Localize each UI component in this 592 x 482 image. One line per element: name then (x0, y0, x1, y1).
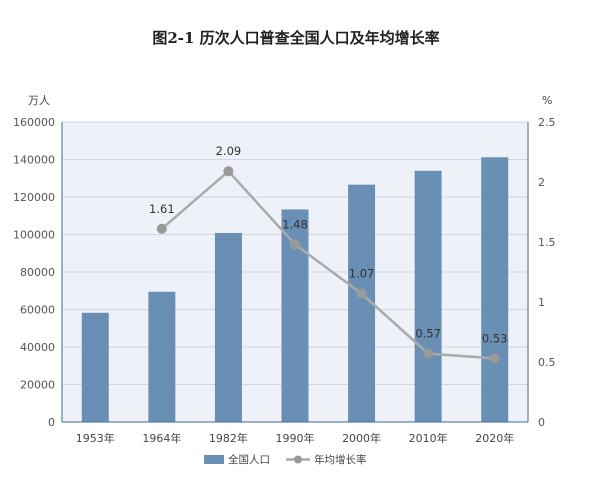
population-bar (148, 291, 176, 422)
left-axis-tick-label: 100000 (13, 229, 55, 242)
legend: 全国人口 年均增长率 (204, 453, 367, 466)
population-bar (414, 170, 442, 422)
left-axis-tick-label: 140000 (13, 154, 55, 167)
growth-rate-line (161, 169, 495, 360)
left-axis-tick-label: 120000 (13, 191, 55, 204)
x-axis-tick-label: 1982年 (209, 431, 248, 445)
x-axis-tick-label: 2010年 (409, 431, 448, 445)
left-axis-tick-label: 60000 (20, 304, 55, 317)
growth-rate-point (156, 223, 167, 234)
chart-title: 图2-1 历次人口普查全国人口及年均增长率 (152, 29, 440, 47)
x-axis-tick-label: 2020年 (475, 431, 514, 445)
left-axis-tick-label: 20000 (20, 379, 55, 392)
growth-rate-point (356, 288, 367, 299)
population-bar (214, 232, 242, 422)
legend-line-label: 年均增长率 (314, 453, 367, 466)
left-axis-tick-label: 160000 (13, 116, 55, 129)
x-axis-tick-label: 1990年 (276, 431, 315, 445)
line-series (156, 166, 500, 364)
right-axis-unit: % (542, 94, 552, 107)
right-axis-ticks: 0 0.5 1 1.5 2 2.5 (538, 116, 556, 429)
left-axis-unit: 万人 (28, 94, 50, 107)
growth-rate-data-label: 1.48 (282, 217, 308, 231)
growth-rate-point (223, 166, 234, 177)
legend-line-marker (294, 455, 302, 464)
x-axis-tick-label: 1964年 (142, 431, 181, 445)
growth-rate-point (423, 348, 434, 359)
growth-rate-point (489, 353, 500, 364)
left-axis-tick-label: 80000 (20, 266, 55, 279)
right-axis-tick-label: 2.5 (538, 116, 556, 129)
population-bar (481, 157, 509, 422)
left-axis-tick-label: 40000 (20, 341, 55, 354)
right-axis-tick-label: 0.5 (538, 356, 556, 369)
right-axis-tick-label: 0 (538, 416, 545, 429)
legend-bar-label: 全国人口 (228, 453, 270, 466)
right-axis-tick-label: 2 (538, 176, 545, 189)
growth-rate-data-label: 0.57 (415, 327, 441, 341)
x-axis-tick-label: 2000年 (342, 431, 381, 445)
x-axis-ticks: 1953年 1964年 1982年 1990年 2000年 2010年 2020年 (76, 431, 514, 445)
growth-rate-data-label: 2.09 (216, 144, 242, 158)
population-bar (81, 312, 109, 422)
right-axis-tick-label: 1.5 (538, 236, 556, 249)
legend-bar-swatch (204, 455, 224, 464)
left-axis-ticks: 0 20000 40000 60000 80000 100000 120000 140000 1… (13, 116, 55, 429)
x-axis-tick-label: 1953年 (76, 431, 115, 445)
growth-rate-data-label: 1.61 (149, 202, 175, 216)
growth-rate-data-label: 1.07 (349, 267, 375, 281)
left-axis-tick-label: 0 (48, 416, 55, 429)
data-labels: 1.61 2.09 1.48 1.07 0.57 0.53 (149, 144, 507, 345)
growth-rate-point (290, 239, 300, 250)
right-axis-tick-label: 1 (538, 296, 545, 309)
growth-rate-data-label: 0.53 (482, 331, 508, 345)
